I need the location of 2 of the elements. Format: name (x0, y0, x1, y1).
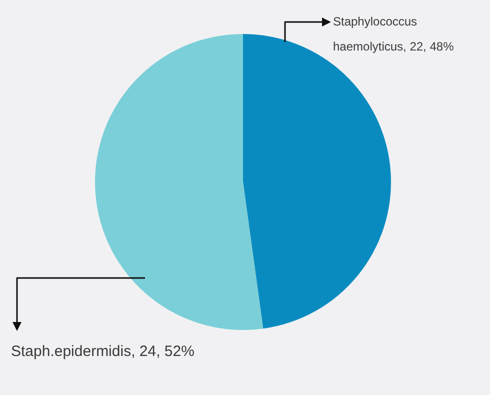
slice-label: Staphylococcus haemolyticus, 22, 48% (333, 14, 454, 54)
slice-label: Staph.epidermidis, 24, 52% (11, 343, 194, 360)
